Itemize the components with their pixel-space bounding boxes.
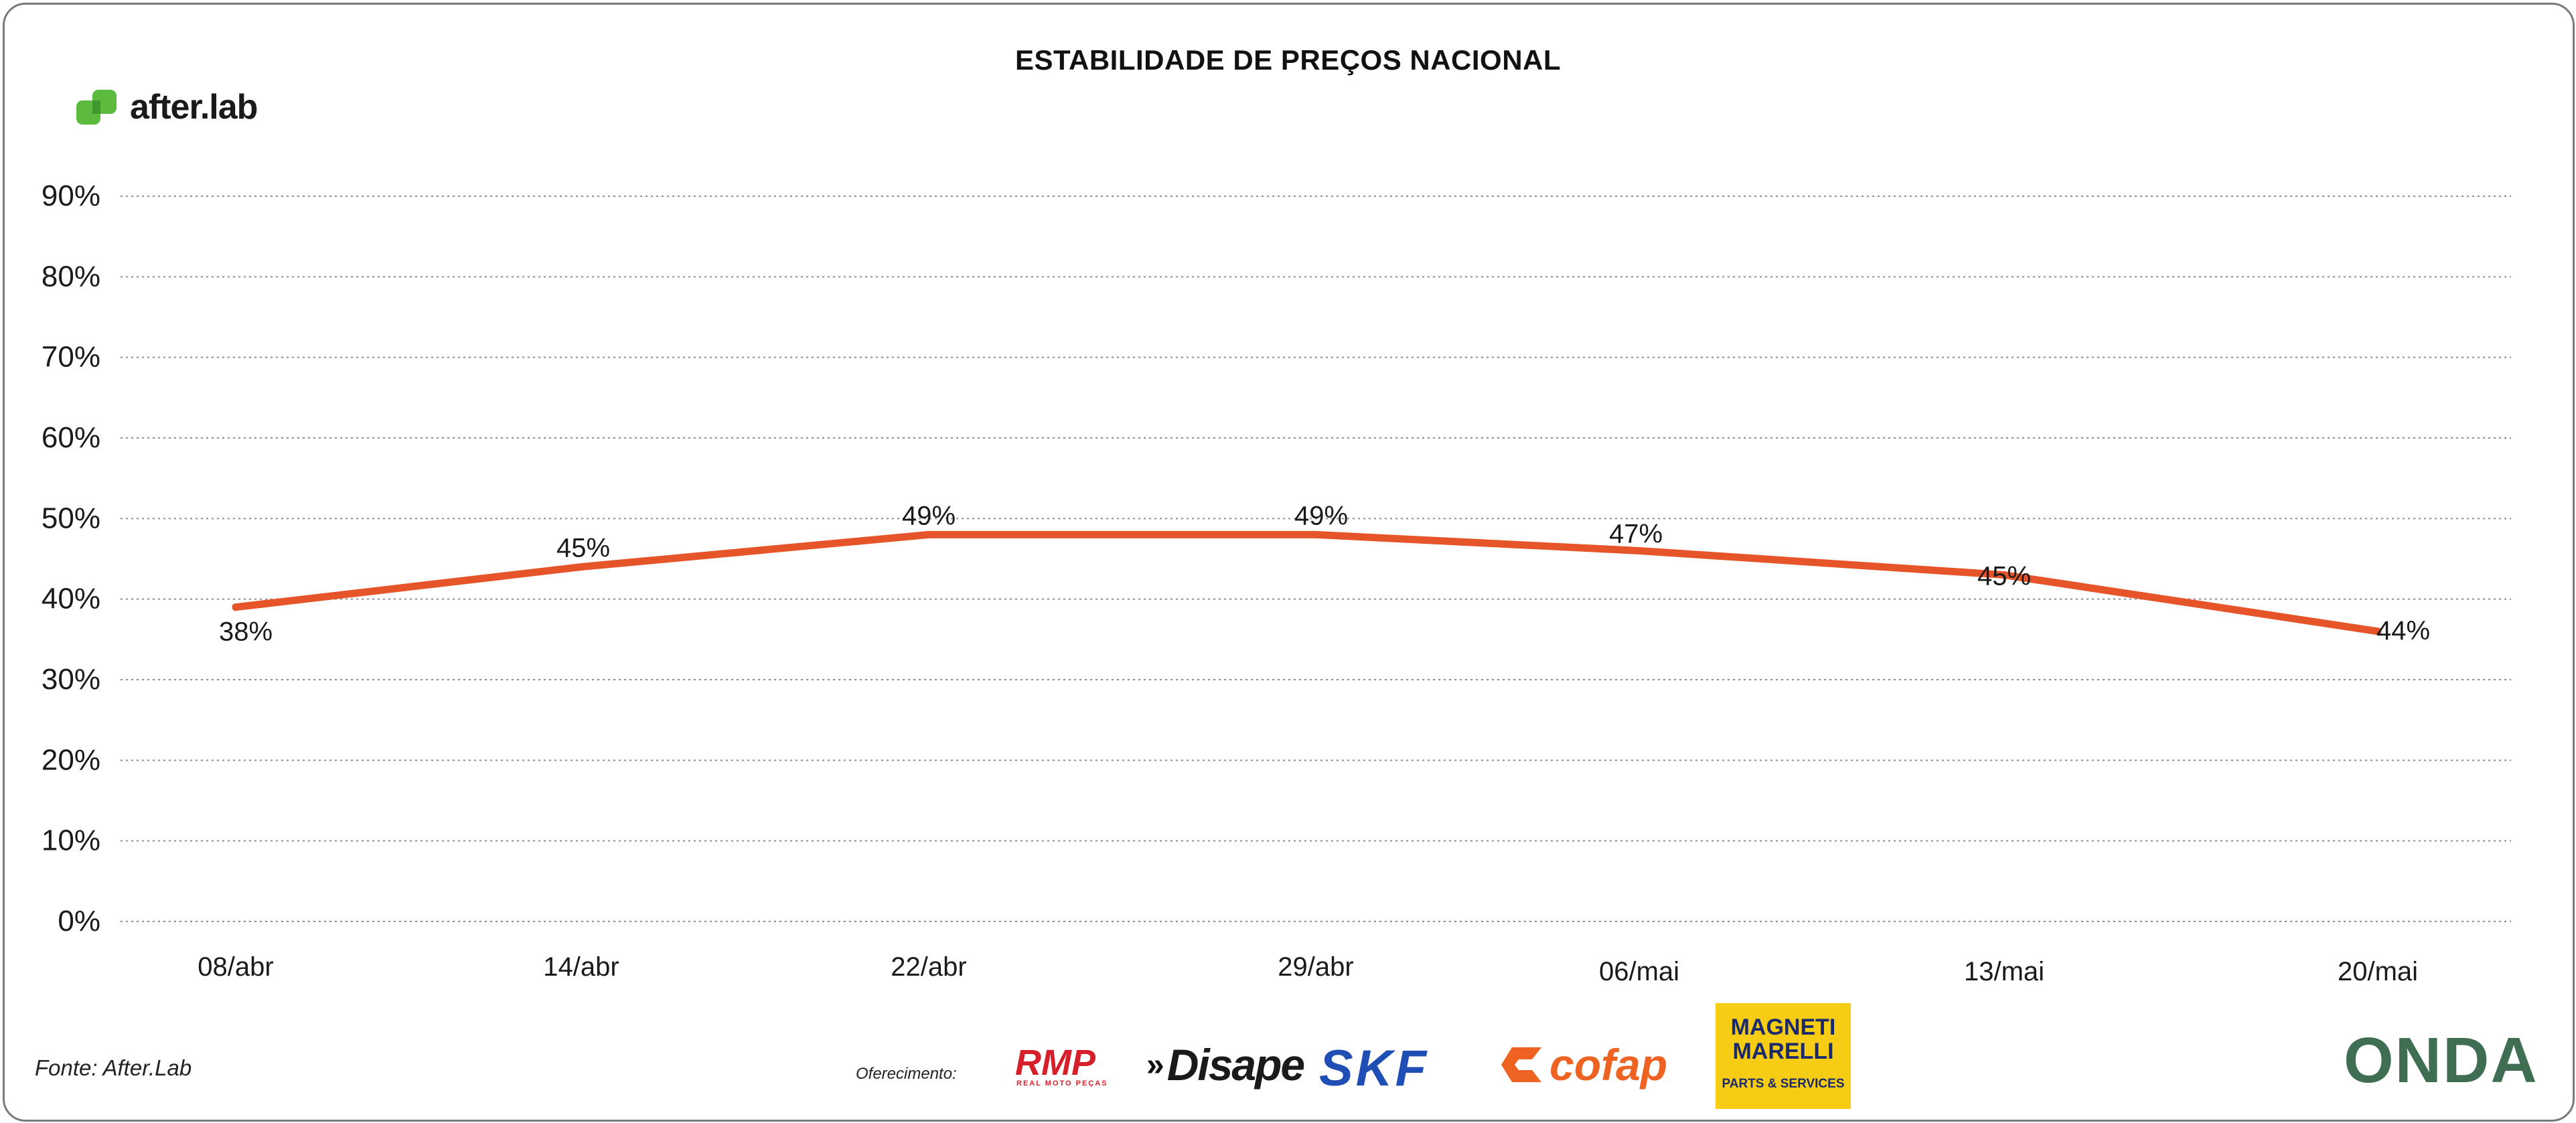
parts-services-word: PARTS & SERVICES [1722, 1077, 1845, 1091]
data-point [2000, 571, 2008, 579]
data-point [232, 603, 240, 611]
y-tick-label: 10% [42, 824, 100, 857]
data-label: 38% [219, 617, 273, 647]
skf-word: SKF [1319, 1039, 1429, 1097]
x-tick-label: 08/abr [198, 952, 273, 982]
x-tick-label: 14/abr [543, 952, 619, 982]
x-tick-label: 06/mai [1599, 957, 1679, 986]
source-note: Fonte: After.Lab [35, 1055, 192, 1080]
onda-logo: ONDA [2344, 1029, 2538, 1093]
y-tick-label: 60% [42, 421, 100, 454]
x-tick-label: 29/abr [1278, 952, 1353, 982]
rmp-sub: REAL MOTO PEÇAS [1016, 1079, 1108, 1088]
data-point [1312, 530, 1320, 538]
chart-title: ESTABILIDADE DE PREÇOS NACIONAL [1014, 44, 1562, 76]
x-tick-label: 20/mai [2338, 957, 2418, 986]
y-tick-label: 20% [42, 743, 100, 776]
data-label: 45% [1977, 562, 2031, 591]
disape-logo: » Disape [1146, 1040, 1305, 1090]
brand-name: after.lab [130, 88, 258, 127]
rmp-word: RMP [1015, 1043, 1096, 1083]
data-point [577, 563, 585, 571]
data-label: 49% [1294, 501, 1348, 530]
y-tick-label: 80% [42, 260, 100, 293]
data-point [925, 530, 933, 538]
y-tick-label: 90% [42, 179, 100, 212]
data-label: 49% [902, 501, 956, 530]
data-point [2374, 627, 2382, 635]
afterlab-logo-icon [76, 90, 117, 125]
y-tick-label: 30% [42, 663, 100, 696]
y-tick-label: 0% [58, 905, 100, 938]
x-tick-label: 13/mai [1964, 957, 2044, 986]
data-label: 45% [556, 534, 610, 563]
sponsor-label: Oferecimento: [856, 1065, 957, 1083]
skf-logo: SKF [1319, 1040, 1429, 1097]
magneti-word: MAGNETI [1730, 1015, 1836, 1040]
disape-word: Disape [1166, 1040, 1305, 1090]
rmp-logo: RMP REAL MOTO PEÇAS [1011, 1041, 1132, 1088]
cofap-mark-icon [1501, 1047, 1541, 1082]
data-label: 47% [1609, 519, 1663, 548]
data-label: 44% [2376, 616, 2430, 646]
afterlab-logo: after.lab [75, 87, 258, 127]
data-point [1635, 546, 1643, 554]
magneti-marelli-logo: MAGNETI MARELLI PARTS & SERVICES [1716, 1003, 1851, 1109]
cofap-word: cofap [1549, 1040, 1668, 1090]
chart-frame [3, 3, 2575, 1122]
marelli-word: MARELLI [1732, 1039, 1834, 1064]
y-tick-label: 40% [42, 583, 100, 615]
cofap-logo: cofap [1499, 1040, 1668, 1090]
x-tick-label: 22/abr [891, 952, 966, 982]
y-tick-label: 50% [42, 502, 100, 534]
line-chart: 0% 10% 20% 30% 40% 50% 60% 70% 80% 90% 08/abr 14/ab… [42, 179, 2511, 986]
disape-chevron-icon: » [1146, 1047, 1164, 1083]
onda-word: ONDA [2344, 1025, 2539, 1096]
y-tick-label: 70% [42, 341, 100, 374]
